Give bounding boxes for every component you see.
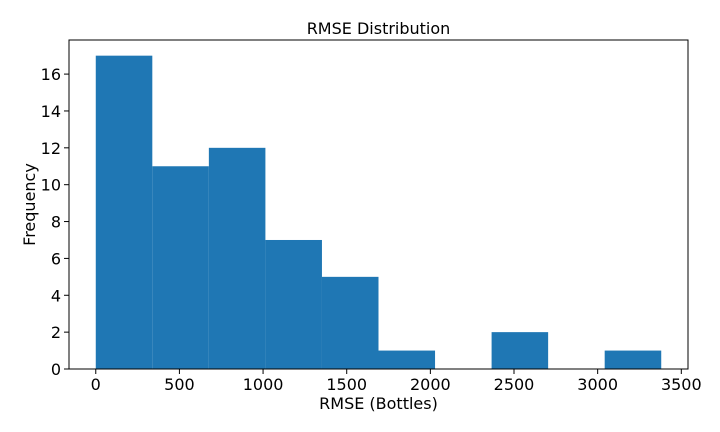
histogram-bar	[378, 350, 436, 369]
x-tick-label: 3000	[577, 375, 618, 394]
chart-title: RMSE Distribution	[307, 19, 451, 38]
histogram-bar	[491, 332, 549, 369]
x-tick-label: 2500	[494, 375, 535, 394]
y-tick-label: 0	[51, 360, 61, 379]
y-tick-label: 14	[41, 102, 61, 121]
histogram-bar	[152, 166, 209, 369]
x-tick-label: 3500	[661, 375, 702, 394]
x-tick-label: 0	[91, 375, 101, 394]
y-axis-label: Frequency	[20, 163, 39, 246]
y-tick-label: 6	[51, 249, 61, 268]
plot-frame	[68, 39, 689, 370]
x-axis-ticks: 0 500 1000 1500 2000 2500 3000 3500	[91, 369, 702, 394]
histogram-bar	[208, 147, 266, 369]
y-tick-label: 4	[51, 286, 61, 305]
y-tick-label: 12	[41, 139, 61, 158]
y-axis-ticks: 0 2 4 6 8 10 12 14 16	[41, 65, 69, 379]
x-tick-label: 500	[164, 375, 195, 394]
x-tick-label: 2000	[410, 375, 451, 394]
x-tick-label: 1000	[243, 375, 284, 394]
x-tick-label: 1500	[326, 375, 367, 394]
histogram-bar	[604, 350, 662, 369]
y-tick-label: 16	[41, 65, 61, 84]
y-tick-label: 10	[41, 176, 61, 195]
histogram-bar	[95, 55, 153, 370]
y-tick-label: 2	[51, 323, 61, 342]
y-tick-label: 8	[51, 213, 61, 232]
histogram-bar	[265, 239, 322, 369]
x-axis-label: RMSE (Bottles)	[319, 394, 438, 413]
histogram-bar	[321, 276, 379, 369]
bars-group	[95, 55, 662, 370]
